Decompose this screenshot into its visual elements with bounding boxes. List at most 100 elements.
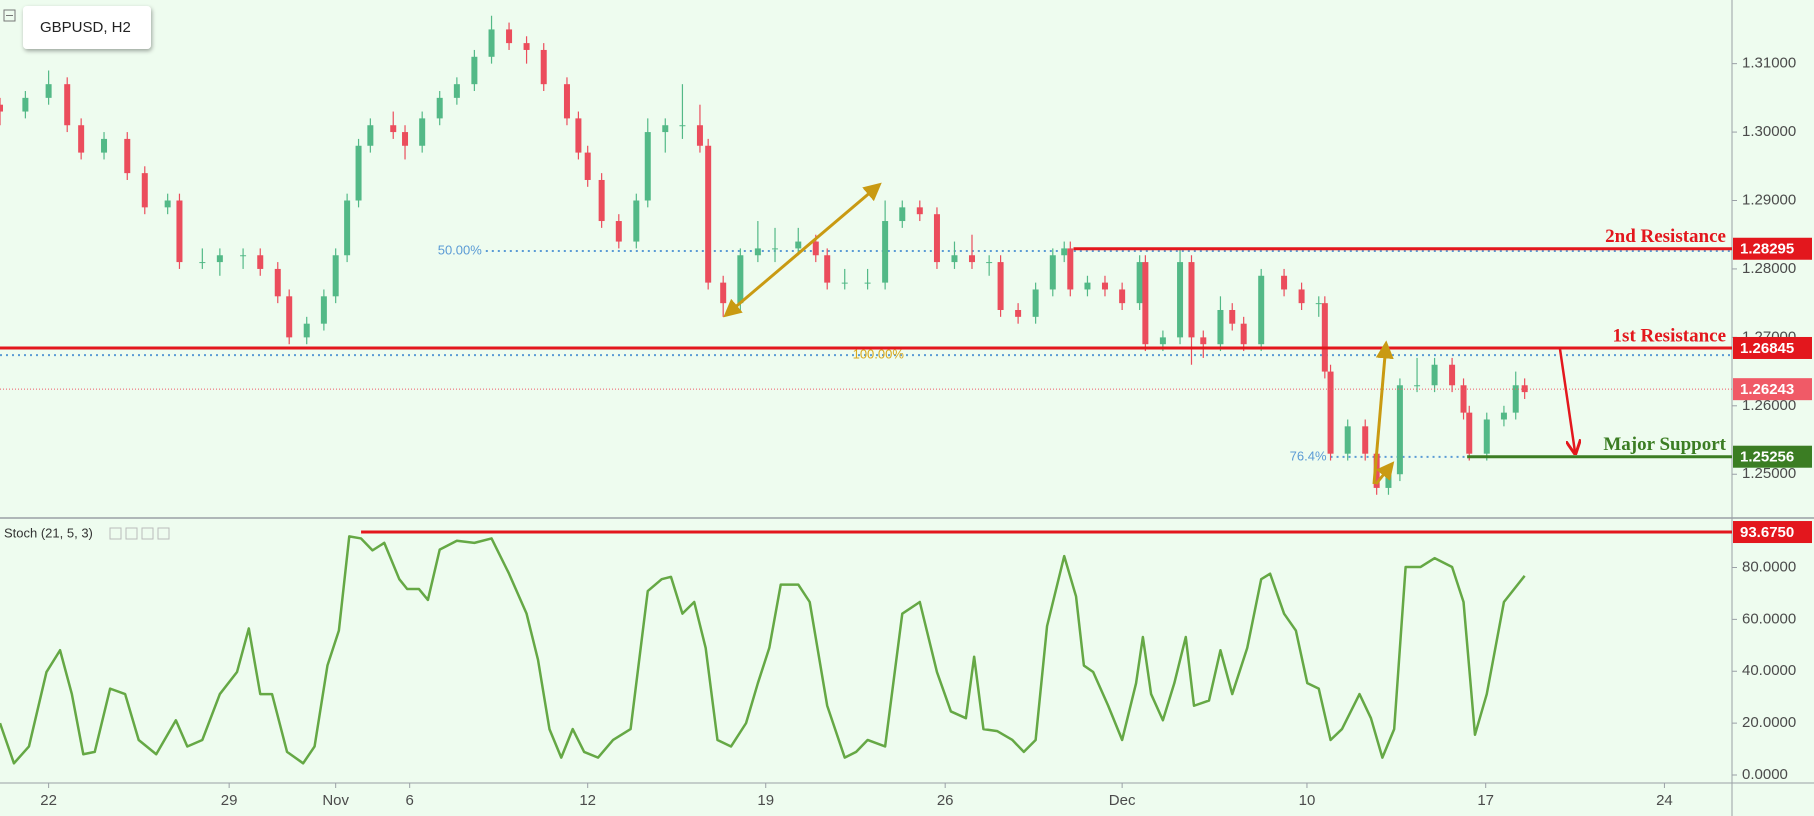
candle-body [199,262,206,264]
candle-body [344,200,351,256]
candle-body [540,49,547,85]
collapse-icon[interactable] [3,9,16,22]
indicator-button[interactable] [157,527,170,540]
indicator-button[interactable] [109,527,122,540]
candle-body [1159,337,1166,345]
candle-body [1466,412,1473,454]
indicator-title: Stoch (21, 5, 3) [4,525,93,540]
x-tick-label: 22 [40,792,57,809]
candle-body [1344,426,1351,454]
x-tick-label: 24 [1656,792,1673,809]
level-tag-label: 1.26243 [1740,381,1794,398]
candle-body [240,255,247,257]
candle-body [575,118,582,153]
candle-body [584,152,591,180]
candle-body [696,125,703,146]
candle-body [633,200,640,242]
candle-body [615,221,622,242]
candle-body [1258,275,1265,345]
y-tick-label: 1.28000 [1742,260,1796,277]
indicator-button[interactable] [141,527,154,540]
overlay-layer: GBPUSD, H2 Stoch (21, 5, 3) [3,6,1575,540]
candle-body [1281,275,1288,290]
candle-body [488,29,495,57]
candle-body [986,262,993,264]
candle-body [506,29,513,44]
candle-body [679,125,686,127]
candle-body [390,125,397,133]
candle-body [1200,337,1207,345]
candle-body [1460,385,1467,413]
candle-body [78,125,85,153]
symbol-title: GBPUSD, H2 [40,19,131,36]
fib-label: 50.00% [438,242,483,257]
candle-body [257,255,264,269]
fib-label: 76.4% [1290,448,1327,463]
candle-body [824,255,831,283]
candle-body [45,84,52,98]
candle-body [1049,255,1056,290]
candle-body [1229,309,1236,324]
candle-body [1067,248,1074,290]
level-tag [1733,445,1812,468]
candle-body [812,241,819,256]
x-tick-label: 26 [937,792,954,809]
candle-body [320,296,327,324]
candle-body [523,43,530,50]
candle-body [795,241,802,249]
y-tick-label: 1.30000 [1742,123,1796,140]
level-tag-label: 93.6750 [1740,524,1794,541]
candle-body [1298,289,1305,304]
candle-body [1431,364,1438,386]
candle-body [916,207,923,215]
level-tag [1733,378,1812,401]
level-tag [1733,336,1812,359]
candle-body [176,200,183,263]
candle-body [1321,303,1328,372]
stoch-line [0,535,1526,765]
x-tick-label: Dec [1109,792,1136,809]
y-tick-label: 1.31000 [1742,55,1796,72]
candle-body [1315,303,1322,305]
indicator-button[interactable] [125,527,138,540]
candle-body [64,84,71,126]
level-tag-label: 1.26845 [1740,340,1794,357]
candle-body [1449,364,1456,386]
candle-body [772,248,779,250]
candle-body [899,207,906,222]
candle-body [471,56,478,85]
candle-body [274,268,281,297]
candle-body [1032,289,1039,317]
candle-body [1177,262,1184,338]
candle-body [705,145,712,283]
candle-body [563,84,570,119]
x-tick-label: 12 [579,792,596,809]
drawing-arrow [1558,348,1575,452]
level-tag-label: 1.25256 [1740,449,1794,466]
candle-body [1084,282,1091,290]
candle-body [22,97,29,112]
y-tick-label: 20.0000 [1742,714,1796,731]
y-tick-label: 1.29000 [1742,191,1796,208]
candle-body [662,125,669,133]
candle-body [141,173,148,208]
y-tick-label: 40.0000 [1742,662,1796,679]
candle-body [1142,262,1149,345]
candle-body [754,248,761,256]
candle-body [216,255,223,263]
x-tick-label: 10 [1299,792,1316,809]
candle-body [882,221,889,283]
drawing-arrow [723,182,882,318]
candle-body [1396,385,1403,475]
candle-body [367,125,374,146]
candle-body [1119,289,1126,304]
candle-body [1327,371,1334,454]
x-tick-label: Nov [322,792,349,809]
candle-body [1483,419,1490,454]
indicator-buttons [109,527,170,540]
candle-body [419,118,426,146]
symbol-box[interactable] [23,6,151,49]
candle-body [598,179,605,222]
